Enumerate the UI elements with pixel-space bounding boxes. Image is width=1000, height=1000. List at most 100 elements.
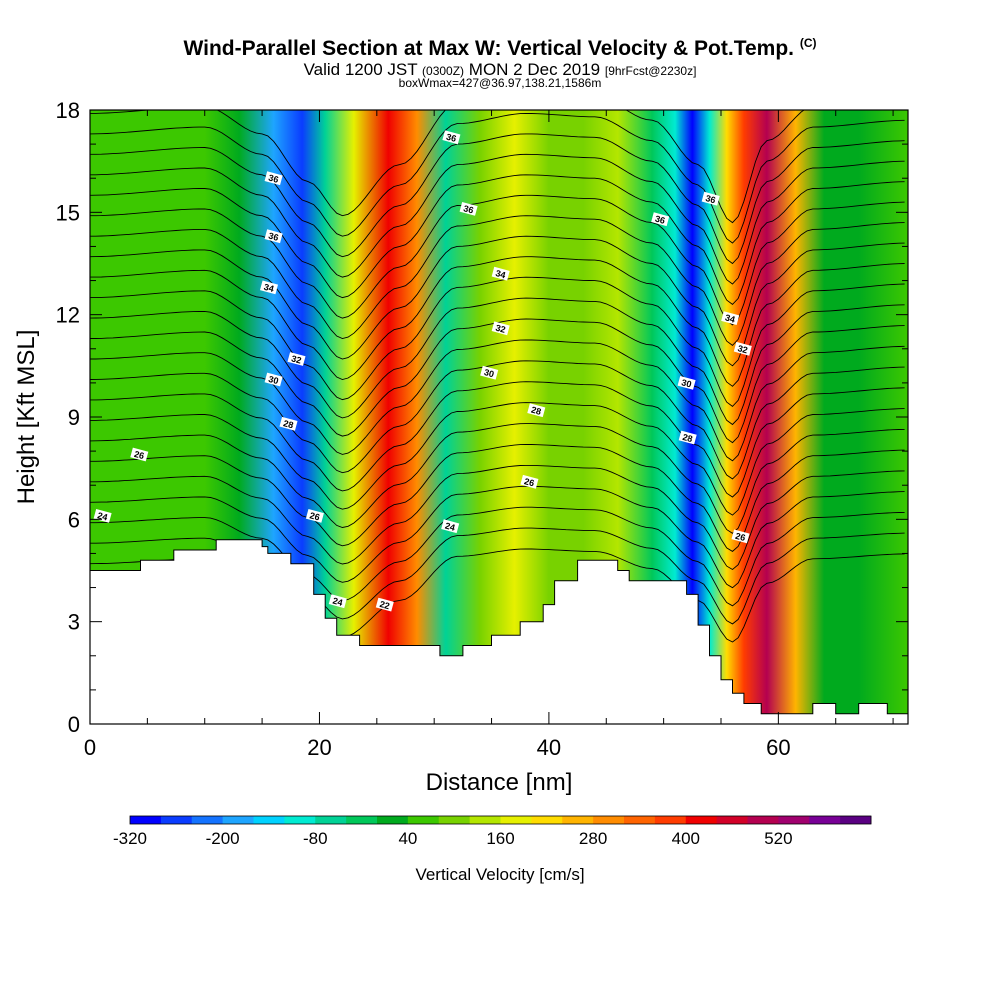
contour-label-text: 36 [267,173,279,185]
contour-label-text: 34 [263,282,275,294]
colorbar-swatch [716,816,748,824]
contour-label-text: 22 [379,599,391,611]
contour-label-box [721,311,740,326]
colorbar-swatch [562,816,594,824]
valid-utc: (0300Z) [422,64,465,78]
contour-label: 22 [375,597,394,612]
colorbar-swatch [840,816,872,824]
theta-contour-line [90,174,905,305]
contour-label-box [491,266,510,281]
colorbar-swatch [500,816,532,824]
colorbar-tick-label: 400 [672,829,700,848]
valid-date: MON 2 Dec 2019 [468,60,601,79]
colorbar-frame [129,815,872,825]
contour-label-text: 36 [462,203,474,215]
contour-label: 36 [701,191,720,206]
colorbar-swatch [315,816,347,824]
contour-label: 34 [721,311,740,326]
contour-label: 26 [520,474,539,489]
contour-label-box [701,191,720,206]
contour-label-box [287,352,306,366]
colorbar-swatch [809,816,841,824]
theta-contour-line [90,133,905,265]
colorbar-swatch [222,816,254,824]
theta-contour-line [90,506,905,607]
forecast-info: [9hrFcst@2230z] [604,64,697,78]
contour-label-text: 30 [483,367,495,379]
contour-label-box [305,508,324,523]
theta-contour-line [90,256,905,387]
contour-label-text: 28 [681,432,693,444]
colorbar-swatch [407,816,440,824]
theta-contour-line [90,423,905,534]
contour-label-text: 30 [680,377,692,389]
colorbar-swatch [438,816,471,824]
theta-contour-line [90,360,905,480]
contour-label-box [520,474,539,489]
contour-label-text: 28 [530,405,542,417]
contour-label-box [130,447,149,462]
theta-contour-line [90,381,905,498]
y-tick-label: 18 [56,98,80,123]
plot-area: 36 36 36 36 36 36 34 34 34 32 32 32 30 30 30 28 28 28 26 26… [90,110,908,724]
box-info-line: boxWmax=427@36.97,138.21,1586m [398,76,602,90]
contour-label-text: 26 [523,476,535,488]
theta-contour-line [90,235,905,367]
colorbar-swatch [469,816,501,824]
contour-label-box [491,321,510,336]
chart-title-text: Wind-Parallel Section at Max W: Vertical… [183,37,794,60]
contour-label-box [264,372,283,387]
contour-label-box [480,365,499,380]
contour-label: 36 [264,229,283,244]
copyright-mark: (C) [799,36,817,50]
contour-label-text: 30 [267,374,279,386]
contour-label: 36 [264,171,283,186]
x-tick-label: 60 [766,735,790,760]
theta-contour-line [90,485,905,589]
colorbar-swatch [685,816,718,824]
contour-label-text: 26 [133,449,145,461]
contour-label: 28 [527,403,546,418]
contour-label: 32 [733,341,752,356]
colorbar-swatch [377,816,409,824]
contour-label: 36 [459,201,478,216]
contour-label: 36 [442,130,461,145]
colorbar-swatch [654,816,687,824]
contour-label-text: 36 [704,193,716,205]
colorbar-swatch [191,816,224,824]
y-tick-label: 9 [68,405,80,430]
contour-label-text: 34 [494,268,506,280]
theta-contour-line [90,402,905,516]
contour-label-box [459,201,478,216]
colorbar-swatch [284,816,316,824]
contour-label-box [264,229,283,244]
contour-label: 28 [678,430,697,445]
colorbar-swatch [531,816,563,824]
contour-label-text: 24 [332,596,344,608]
contour-label-box [441,519,460,534]
contour-label-text: 34 [724,312,736,324]
contour-label-box [264,171,283,186]
contour-label: 30 [677,375,696,390]
contour-label-box [259,280,279,295]
contour-label-box [731,529,750,544]
colorbar-swatch [747,816,779,824]
theta-contour-line [90,215,905,347]
contour-label: 28 [279,416,298,431]
colorbar-swatch [346,816,378,824]
contour-label: 36 [651,212,670,227]
contour-label-text: 24 [444,521,456,533]
y-tick-label: 6 [68,507,80,532]
contour-label-text: 32 [290,353,302,365]
contour-label-text: 28 [282,418,294,430]
theta-contour-line [90,297,905,426]
valid-time-line: Valid 1200 JST (0300Z) MON 2 Dec 2019 [9… [0,60,1000,80]
contour-label-box [442,130,461,145]
contour-label-box [328,594,347,609]
contour-label-box [279,416,298,431]
contour-label-box [375,597,394,612]
x-tick-label: 40 [537,735,561,760]
colorbar-swatch [593,816,625,824]
